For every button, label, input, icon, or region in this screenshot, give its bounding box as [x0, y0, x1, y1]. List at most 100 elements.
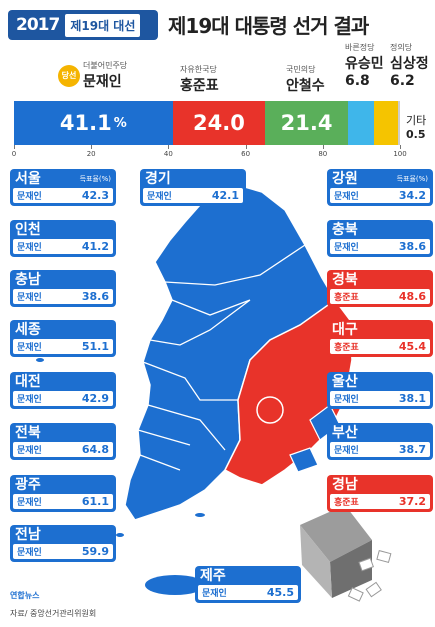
bar-segment-5 — [398, 101, 400, 145]
region-winner: 문재인 — [17, 243, 42, 253]
region-value: 48.6 — [398, 290, 426, 303]
region-value: 34.2 — [398, 189, 426, 202]
region-card-jeju: 제주 문재인 45.5 — [195, 566, 301, 603]
region-value: 42.1 — [211, 189, 239, 202]
logo-event: 제19대 대선 — [65, 13, 141, 37]
region-winner: 홍준표 — [334, 343, 359, 353]
island — [36, 358, 44, 362]
region-winner: 문재인 — [334, 192, 359, 202]
region-card-jeonnam: 전남 문재인 59.9 — [10, 525, 116, 562]
region-name: 충남 — [15, 272, 41, 288]
candidate-value: 6.2 — [390, 73, 415, 89]
logo-year: 2017 — [16, 15, 60, 35]
bar-segment-2: 21.4 — [265, 101, 348, 145]
region-name: 인천 — [15, 222, 41, 238]
candidate-party: 정의당 — [390, 43, 413, 52]
candidate-party: 바른정당 — [345, 43, 375, 52]
axis-tick-mark — [14, 145, 15, 149]
axis-tick-mark — [91, 145, 93, 149]
region-result-row: 문재인 41.2 — [13, 239, 113, 254]
region-result-row: 홍준표 45.4 — [330, 339, 430, 354]
region-result-row: 홍준표 37.2 — [330, 494, 430, 509]
region-winner: 문재인 — [17, 446, 42, 456]
axis-tick-mark — [245, 145, 247, 149]
island — [195, 513, 205, 517]
region-value: 38.6 — [81, 290, 109, 303]
axis-tick-label: 100 — [393, 150, 407, 158]
region-result-row: 문재인 34.2 — [330, 188, 430, 203]
region-result-row: 문재인 42.3 — [13, 188, 113, 203]
region-result-row: 문재인 38.1 — [330, 391, 430, 406]
region-winner: 문재인 — [334, 446, 359, 456]
region-winner: 문재인 — [334, 243, 359, 253]
region-card-daejeon: 대전 문재인 42.9 — [10, 372, 116, 409]
region-card-chungbuk: 충북 문재인 38.6 — [327, 220, 433, 257]
region-card-gwangju: 광주 문재인 61.1 — [10, 475, 116, 512]
election-logo: 2017 제19대 대선 — [8, 10, 158, 40]
region-result-row: 문재인 61.1 — [13, 494, 113, 509]
region-winner: 문재인 — [17, 343, 42, 353]
busan-area — [289, 447, 319, 473]
region-value: 45.4 — [398, 340, 426, 353]
region-name: 서울 — [15, 171, 41, 187]
candidate-value: 0.5 — [406, 128, 426, 141]
region-result-row: 문재인 42.1 — [143, 188, 243, 203]
daegu-area — [256, 396, 284, 424]
region-value: 41.2 — [81, 240, 109, 253]
region-value: 61.1 — [81, 495, 109, 508]
region-border-lines — [137, 244, 306, 471]
bar-value-label: 24.0 — [193, 111, 245, 135]
region-name: 대구 — [332, 322, 358, 338]
region-card-gyeongbuk: 경북 홍준표 48.6 — [327, 270, 433, 307]
region-card-busan: 부산 문재인 38.7 — [327, 423, 433, 460]
candidate-other: 기타 0.5 — [406, 112, 426, 141]
region-result-row: 문재인 45.5 — [198, 585, 298, 600]
region-card-sejong: 세종 문재인 51.1 — [10, 320, 116, 357]
region-winner: 홍준표 — [334, 498, 359, 508]
region-name: 경기 — [145, 171, 171, 187]
region-card-seoul: 서울 득표율(%) 문재인 42.3 — [10, 169, 116, 206]
axis-tick-label: 60 — [241, 150, 251, 158]
region-card-jeonbuk: 전북 문재인 64.8 — [10, 423, 116, 460]
candidate-party: 더불어민주당 — [83, 61, 128, 70]
region-winner: 문재인 — [334, 395, 359, 405]
region-winner: 문재인 — [17, 548, 42, 558]
region-name: 울산 — [332, 374, 358, 390]
bar-segment-0: 41.1% — [14, 101, 173, 145]
candidate-name: 기타 — [406, 114, 427, 127]
region-result-row: 문재인 64.8 — [13, 442, 113, 457]
region-name: 광주 — [15, 477, 41, 493]
region-card-ulsan: 울산 문재인 38.1 — [327, 372, 433, 409]
region-value: 38.7 — [398, 443, 426, 456]
candidate-party: 국민의당 — [286, 65, 316, 74]
region-result-row: 문재인 38.6 — [13, 289, 113, 304]
region-name: 강원 — [332, 171, 358, 187]
region-result-row: 문재인 59.9 — [13, 544, 113, 559]
region-unit-label: 득표율(%) — [396, 175, 428, 183]
region-result-row: 문재인 38.6 — [330, 239, 430, 254]
region-name: 경북 — [332, 272, 358, 288]
korea-map — [36, 184, 392, 602]
axis-tick-label: 80 — [318, 150, 328, 158]
agency-logo: 연합뉴스 — [10, 591, 40, 600]
candidate-name: 유승민 — [345, 56, 384, 72]
axis-tick-mark — [400, 145, 401, 149]
region-card-gyeongnam: 경남 홍준표 37.2 — [327, 475, 433, 512]
region-name: 충북 — [332, 222, 358, 238]
region-result-row: 문재인 38.7 — [330, 442, 430, 457]
region-winner: 문재인 — [17, 293, 42, 303]
candidate-party: 자유한국당 — [180, 65, 217, 74]
region-winner: 문재인 — [17, 395, 42, 405]
bar-unit-label: % — [113, 115, 127, 131]
region-winner: 문재인 — [17, 192, 42, 202]
bar-value-label: 21.4 — [280, 111, 333, 135]
region-value: 42.9 — [81, 392, 109, 405]
region-value: 37.2 — [398, 495, 426, 508]
bar-segment-3 — [347, 101, 375, 145]
region-name: 전북 — [15, 425, 41, 441]
region-value: 42.3 — [81, 189, 109, 202]
island — [116, 533, 124, 537]
